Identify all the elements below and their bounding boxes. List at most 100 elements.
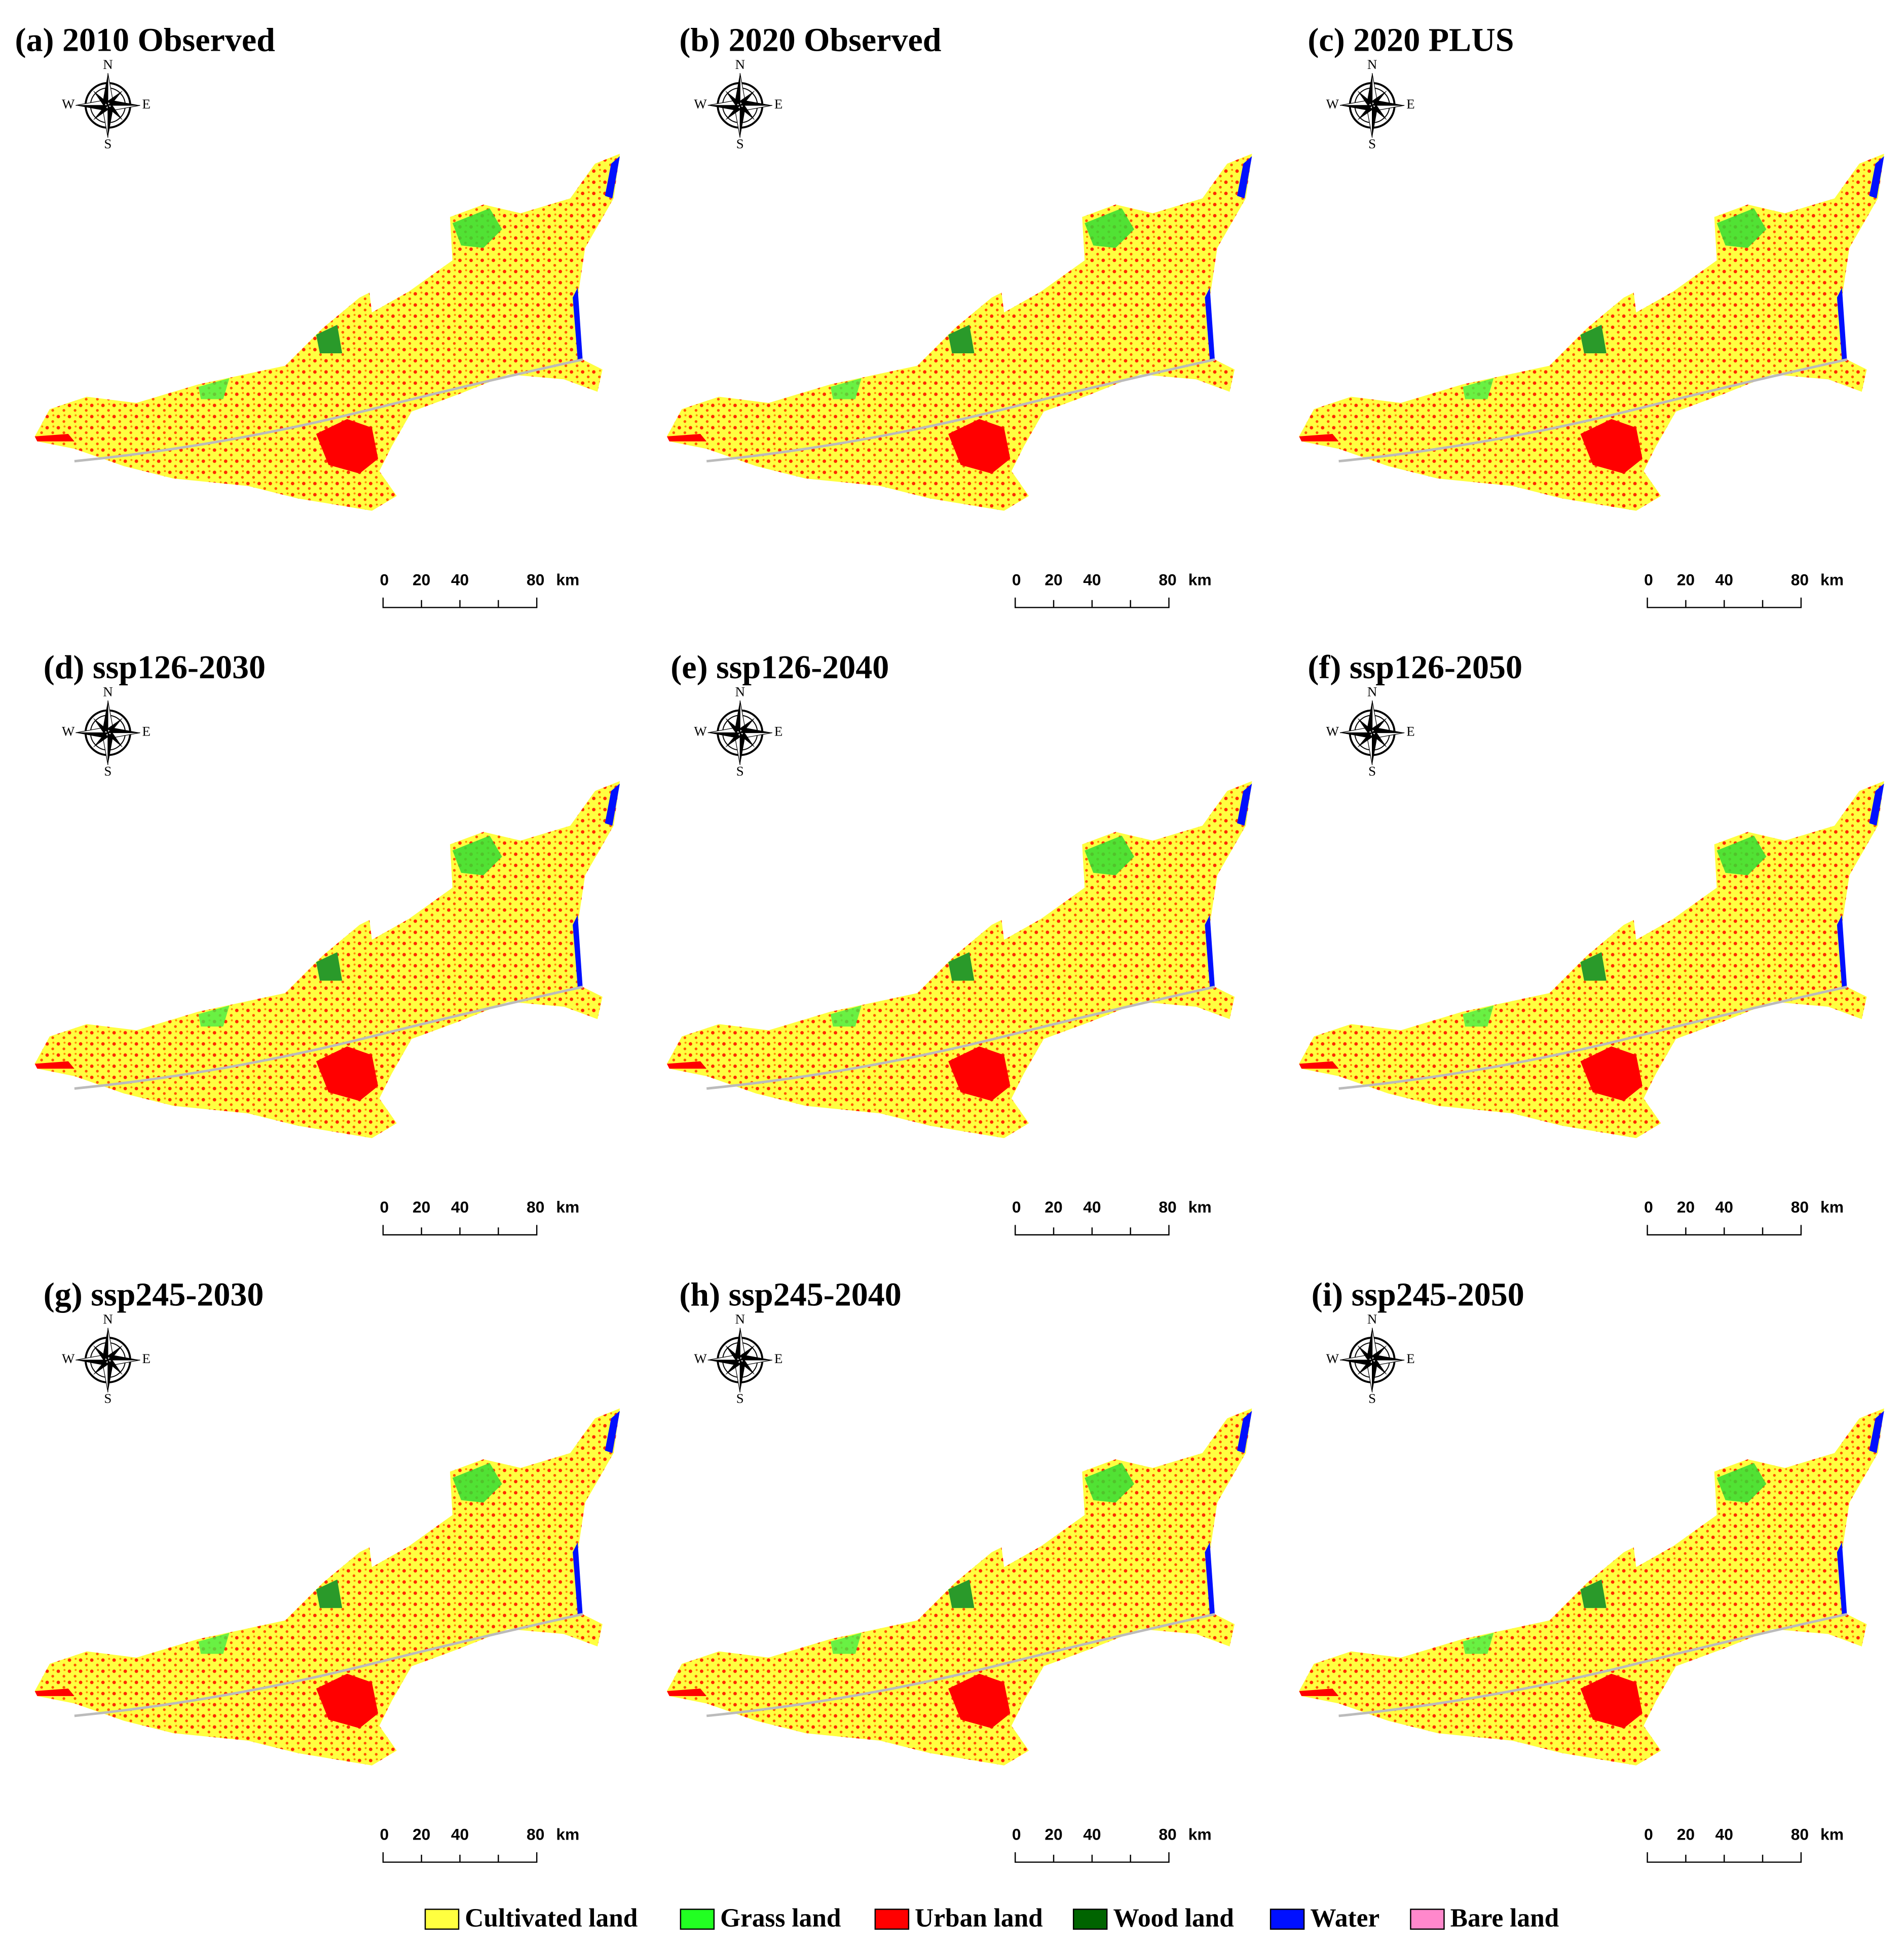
- scale-bar: 0 20 40 80 km: [1644, 1198, 1844, 1236]
- map-panel: N S W E 0 20 40 80 km: [667, 1311, 1252, 1863]
- scale-bar: 0 20 40 80 km: [1644, 570, 1844, 608]
- legend-item: Bare land: [1410, 1903, 1559, 1932]
- scale-label: 0: [1012, 570, 1021, 589]
- scale-label: 80: [1791, 1198, 1809, 1216]
- map-panel: N S W E 0 20 40 80 km: [35, 57, 620, 608]
- compass-north: N: [735, 57, 745, 72]
- compass-east: E: [142, 724, 151, 739]
- legend-swatch: [1270, 1909, 1305, 1930]
- panel-title: (i) ssp245-2050: [1312, 1276, 1524, 1313]
- compass-east: E: [774, 1351, 782, 1366]
- compass-south: S: [104, 136, 111, 151]
- compass: N S W E: [62, 1311, 151, 1406]
- compass-west: W: [1326, 1351, 1339, 1366]
- map-panel: N S W E 0 20 40 80 km: [35, 684, 620, 1236]
- legend-item: Water: [1270, 1903, 1379, 1932]
- compass-south: S: [1368, 136, 1376, 151]
- compass: N S W E: [1326, 57, 1415, 152]
- compass-rose: [74, 699, 141, 766]
- panel-title: (f) ssp126-2050: [1308, 649, 1522, 686]
- scale-bar: 0 20 40 80 km: [380, 1825, 579, 1863]
- scale-bar-line: [382, 1852, 538, 1863]
- compass-south: S: [736, 763, 744, 779]
- compass: N S W E: [694, 684, 782, 779]
- scale-label: 0: [380, 1825, 389, 1844]
- scale-label: 80: [527, 570, 544, 589]
- land-use-map: [1299, 1408, 1884, 1765]
- scale-unit: km: [1188, 570, 1212, 589]
- compass-east: E: [142, 96, 151, 112]
- scale-unit: km: [1188, 1825, 1212, 1844]
- scale-label: 40: [1715, 1198, 1733, 1216]
- scale-label: 0: [380, 570, 389, 589]
- land-use-map: [35, 1408, 620, 1765]
- scale-label: 80: [1791, 570, 1809, 589]
- scale-label: 0: [1644, 570, 1653, 589]
- scale-label: 40: [451, 1825, 469, 1844]
- scale-bar: 0 20 40 80 km: [380, 570, 579, 608]
- scale-bar: 0 20 40 80 km: [1012, 1198, 1212, 1236]
- compass: N S W E: [1326, 1311, 1415, 1406]
- scale-bar-line: [1647, 1852, 1802, 1863]
- compass-south: S: [1368, 763, 1376, 779]
- scale-label: 20: [413, 570, 430, 589]
- compass-rose: [706, 72, 773, 139]
- legend-label: Water: [1310, 1903, 1379, 1932]
- scale-bar-line: [1647, 597, 1802, 608]
- compass-north: N: [735, 1311, 745, 1327]
- scale-label: 0: [1644, 1825, 1653, 1844]
- compass-north: N: [1367, 684, 1377, 699]
- scale-label: 0: [1644, 1198, 1653, 1216]
- land-use-map: [35, 781, 620, 1138]
- land-use-map: [667, 781, 1252, 1138]
- scale-label: 40: [451, 1198, 469, 1216]
- compass-rose: [706, 699, 773, 766]
- scale-label: 0: [1012, 1825, 1021, 1844]
- scale-unit: km: [1820, 1198, 1844, 1216]
- legend-item: Wood land: [1072, 1903, 1234, 1932]
- compass-west: W: [1326, 96, 1339, 112]
- compass-rose: [74, 72, 141, 139]
- scale-label: 20: [1044, 1198, 1062, 1216]
- scale-label: 80: [1159, 1825, 1176, 1844]
- scale-bar: 0 20 40 80 km: [380, 1198, 579, 1236]
- compass-west: W: [62, 1351, 75, 1366]
- scale-label: 0: [1012, 1198, 1021, 1216]
- scale-label: 80: [1159, 570, 1176, 589]
- compass: N S W E: [1326, 684, 1415, 779]
- panel-title: (b) 2020 Observed: [679, 21, 941, 58]
- compass-east: E: [1406, 96, 1414, 112]
- scale-unit: km: [556, 570, 579, 589]
- scale-bar: 0 20 40 80 km: [1012, 1825, 1212, 1863]
- compass: N S W E: [694, 1311, 782, 1406]
- compass-rose: [706, 1327, 773, 1393]
- compass-south: S: [104, 1390, 111, 1406]
- compass-north: N: [1367, 1311, 1377, 1327]
- scale-label: 20: [1044, 570, 1062, 589]
- compass-rose: [1339, 72, 1406, 139]
- legend-swatch: [1410, 1909, 1445, 1930]
- legend-item: Cultivated land: [424, 1903, 638, 1932]
- scale-unit: km: [1820, 1825, 1844, 1844]
- legend-label: Urban land: [915, 1903, 1043, 1932]
- scale-bar-line: [1015, 1852, 1170, 1863]
- compass-north: N: [103, 57, 113, 72]
- compass-west: W: [62, 724, 75, 739]
- compass-rose: [74, 1327, 141, 1393]
- scale-label: 0: [380, 1198, 389, 1216]
- legend-swatch: [680, 1909, 715, 1930]
- scale-label: 20: [413, 1825, 430, 1844]
- panel-title: (h) ssp245-2040: [679, 1276, 901, 1313]
- panel-title: (e) ssp126-2040: [670, 649, 889, 686]
- compass-east: E: [774, 96, 782, 112]
- compass: N S W E: [62, 684, 151, 779]
- scale-bar-line: [1015, 1225, 1170, 1236]
- map-panel: N S W E 0 20 40 80 km: [1299, 684, 1884, 1236]
- land-use-map: [667, 154, 1252, 510]
- compass-south: S: [1368, 1390, 1376, 1406]
- scale-label: 80: [527, 1825, 544, 1844]
- compass-east: E: [1406, 1351, 1414, 1366]
- land-use-map: [667, 1408, 1252, 1765]
- compass-north: N: [103, 684, 113, 699]
- scale-label: 40: [1715, 1825, 1733, 1844]
